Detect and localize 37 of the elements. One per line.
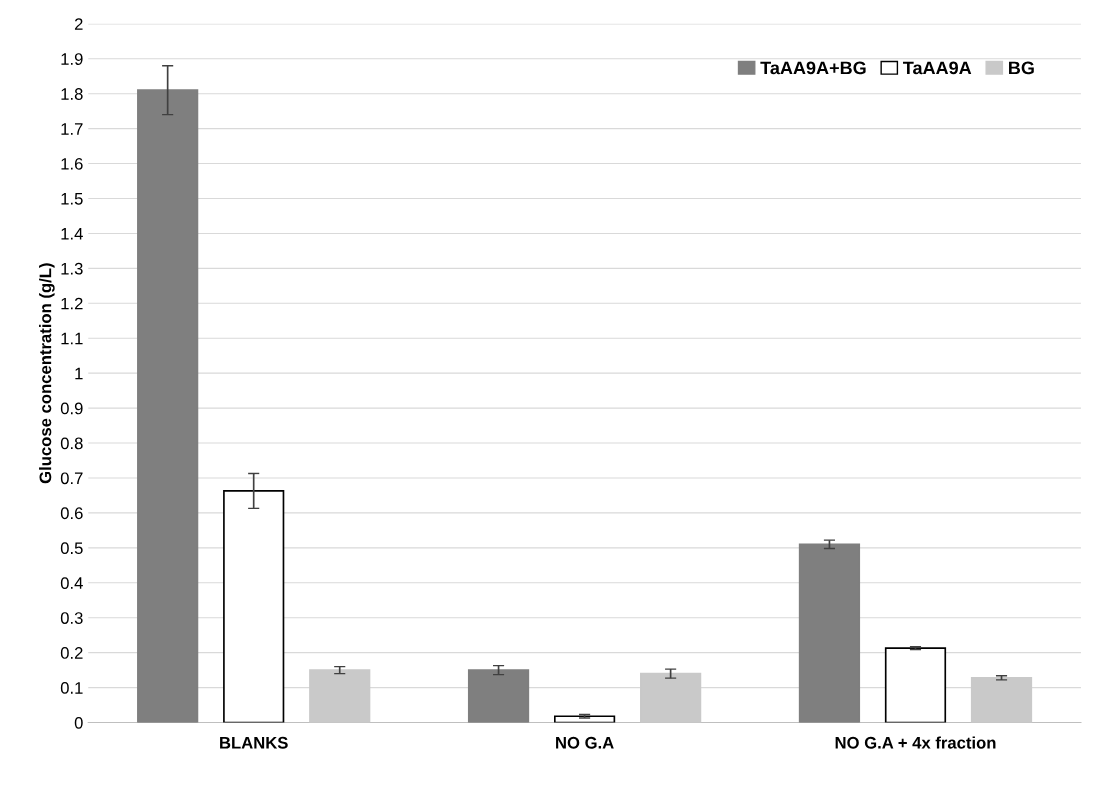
y-tick-label: 0.2 [60,647,83,659]
legend-label: TaAA9A [903,61,972,75]
bar [553,715,616,723]
y-tick-label: 1.1 [61,332,83,345]
legend-label: BG [1009,61,1034,75]
bar [223,490,285,723]
legend-label: TaAA9A+BG [760,61,866,75]
bar [467,669,530,723]
bar [309,669,371,723]
y-tick-label: 0.5 [60,542,83,555]
y-tick-label: 0.4 [60,577,83,589]
y-tick-label: 1.8 [61,88,83,100]
bar [640,672,702,723]
y-tick-label: 0.7 [60,472,83,485]
y-tick-label: 0.6 [60,507,83,520]
x-tick-label: NO G.A [556,736,614,749]
y-tick-label: 1.2 [61,297,83,310]
bar [970,676,1033,723]
x-tick-label: NO G.A + 4x fraction [835,736,996,749]
y-tick-label: 1.5 [61,193,83,205]
bar [884,647,947,723]
y-tick-label: 1.7 [61,123,83,135]
bar [137,89,199,723]
y-tick-label: 1 [75,367,83,380]
y-tick-label: 2 [74,18,83,30]
y-tick-label: 1.3 [61,262,83,275]
y-axis-title: Glucose concentration (g/L) [39,263,55,484]
y-tick-label: 0.1 [60,682,83,694]
y-tick-label: 0.3 [60,612,83,624]
y-tick-label: 1.6 [61,157,83,170]
y-tick-label: 1.9 [61,53,83,65]
bar [798,543,861,723]
y-tick-label: 1.4 [61,228,83,240]
y-tick-label: 0.9 [60,402,83,415]
y-tick-label: 0.8 [60,437,83,450]
x-tick-label: BLANKS [220,736,288,749]
y-tick-label: 0 [74,716,83,729]
